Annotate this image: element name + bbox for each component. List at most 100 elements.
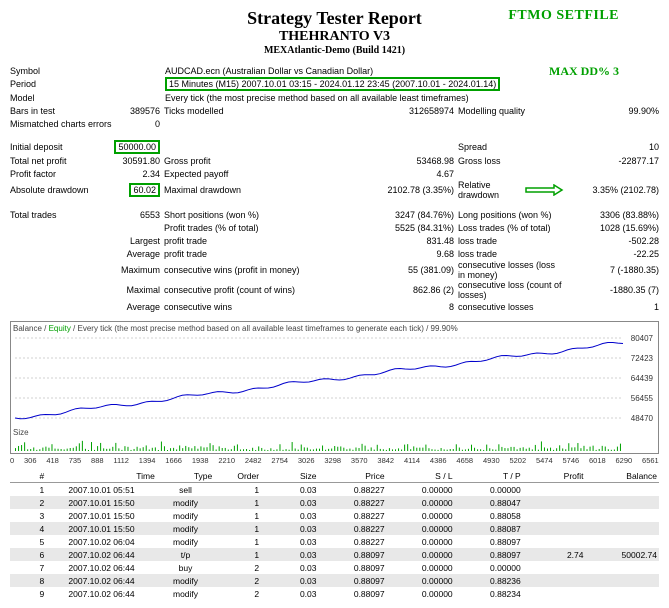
grossloss-label: Gross loss [458, 156, 564, 166]
cprofit-label: consecutive profit (count of wins) [164, 285, 344, 295]
bars-label: Bars in test [10, 106, 95, 116]
table-row: 32007.10.01 15:50modify10.030.882270.000… [10, 509, 659, 522]
col-header: Profit [523, 469, 586, 483]
col-header: Balance [586, 469, 660, 483]
max-label: Maximum [95, 265, 164, 275]
col-header: Price [319, 469, 387, 483]
grossprofit-value: 53468.98 [344, 156, 458, 166]
basic-info: Symbol AUDCAD.ecn (Australian Dollar vs … [10, 64, 659, 130]
col-header: Order [214, 469, 261, 483]
maximal-label: Maximal [95, 285, 164, 295]
table-row: 12007.10.01 05:51sell10.030.882270.00000… [10, 483, 659, 497]
server-info: MEXAtlantic-Demo (Build 1421) [10, 45, 659, 56]
ep-value: 4.67 [344, 169, 458, 179]
average-label: Average [95, 249, 164, 259]
chart-x-axis: 0306418735888111213941666193822102482275… [10, 456, 659, 465]
ltrades-value: 1028 (15.69%) [564, 223, 659, 233]
lloss-value: -502.28 [564, 236, 659, 246]
aloss-label: loss trade [458, 249, 564, 259]
pf-label: Profit factor [10, 169, 95, 179]
chart-legend: Balance / Equity / Every tick (the most … [13, 324, 656, 333]
quality-label: Modelling quality [458, 106, 564, 116]
trades-value: 6553 [95, 210, 164, 220]
chart-rest: / Every tick (the most precise method ba… [71, 324, 458, 333]
ticks-value: 312658974 [344, 106, 458, 116]
symbol-label: Symbol [10, 66, 95, 76]
model-value: Every tick (the most precise method base… [95, 93, 659, 103]
strategy-name: THEHRANTO V3 [10, 29, 659, 45]
pf-value: 2.34 [95, 169, 164, 179]
size-bars [13, 437, 658, 451]
reldd-label: Relative drawdown [458, 180, 506, 200]
cploss-value: -1880.35 (7) [564, 285, 659, 295]
avg-label: Average [95, 302, 164, 312]
ftmo-badge: FTMO SETFILE [508, 8, 619, 24]
deposit-label: Initial deposit [10, 142, 95, 152]
deposit-box: 50000.00 [95, 140, 164, 154]
col-header: # [10, 469, 46, 483]
col-header: Size [261, 469, 318, 483]
svg-text:72423: 72423 [631, 354, 654, 363]
maxdd-value: 2102.78 (3.35%) [344, 185, 458, 195]
table-body: 12007.10.01 05:51sell10.030.882270.00000… [10, 483, 659, 601]
balance-chart: Balance / Equity / Every tick (the most … [10, 321, 659, 454]
cwins-value: 55 (381.09) [344, 265, 458, 275]
lprofit-value: 831.48 [344, 236, 458, 246]
largest-label: Largest [95, 236, 164, 246]
long-label: Long positions (won %) [458, 210, 564, 220]
period-value: 15 Minutes (M15) 2007.10.01 03:15 - 2024… [165, 77, 500, 91]
col-header: Type [157, 469, 214, 483]
lprofit-label: profit trade [164, 236, 344, 246]
acwins-label: consecutive wins [164, 302, 344, 312]
equity-word: Equity [49, 324, 71, 333]
svg-text:64439: 64439 [631, 374, 654, 383]
lloss-label: loss trade [458, 236, 564, 246]
balance-word: Balance [13, 324, 42, 333]
mismatch-value: 0 [130, 119, 164, 129]
absdd-value: 60.02 [129, 183, 160, 197]
trades-label: Total trades [10, 210, 95, 220]
grossloss-value: -22877.17 [564, 156, 659, 166]
short-value: 3247 (84.76%) [344, 210, 458, 220]
closs-value: 7 (-1880.35) [564, 265, 659, 275]
aprofit-label: profit trade [164, 249, 344, 259]
quality-value: 99.90% [564, 106, 659, 116]
ticks-label: Ticks modelled [164, 106, 344, 116]
table-row: 42007.10.01 15:50modify10.030.882270.000… [10, 522, 659, 535]
absdd-box: 60.02 [95, 183, 164, 197]
table-row: 62007.10.02 06:44t/p10.030.880970.000000… [10, 548, 659, 561]
maxdd-badge: MAX DD% 3 [549, 64, 619, 79]
mismatch-label: Mismatched charts errors [10, 119, 130, 129]
short-label: Short positions (won %) [164, 210, 344, 220]
netprofit-label: Total net profit [10, 156, 95, 166]
table-row: 22007.10.01 15:50modify10.030.882270.000… [10, 496, 659, 509]
svg-text:80407: 80407 [631, 334, 654, 343]
period-label: Period [10, 79, 95, 89]
cploss-label: consecutive loss (count of losses) [458, 280, 564, 300]
grossprofit-label: Gross profit [164, 156, 344, 166]
reldd-value: 3.35% (2102.78) [564, 185, 659, 195]
cprofit-value: 862.86 (2) [344, 285, 458, 295]
ptrades-label: Profit trades (% of total) [164, 223, 344, 233]
aprofit-value: 9.68 [344, 249, 458, 259]
svg-text:48470: 48470 [631, 414, 654, 423]
netprofit-value: 30591.80 [95, 156, 164, 166]
col-header: Time [46, 469, 157, 483]
model-label: Model [10, 93, 95, 103]
ep-label: Expected payoff [164, 169, 344, 179]
table-row: 82007.10.02 06:44modify20.030.880970.000… [10, 574, 659, 587]
arrow-icon [524, 184, 564, 196]
header: Strategy Tester Report THEHRANTO V3 MEXA… [10, 8, 659, 56]
acloss-value: 1 [564, 302, 659, 312]
closs-label: consecutive losses (loss in money) [458, 260, 564, 280]
ptrades-value: 5525 (84.31%) [344, 223, 458, 233]
stats-block: Initial deposit 50000.00 Spread 10 Total… [10, 140, 659, 313]
ltrades-label: Loss trades (% of total) [458, 223, 564, 233]
acloss-label: consecutive losses [458, 302, 564, 312]
period-box: 15 Minutes (M15) 2007.10.01 03:15 - 2024… [95, 77, 659, 91]
table-row: 92007.10.02 06:44modify20.030.880970.000… [10, 587, 659, 600]
bars-value: 389576 [95, 106, 164, 116]
spread-label: Spread [458, 142, 564, 152]
spread-value: 10 [564, 142, 659, 152]
aloss-value: -22.25 [564, 249, 659, 259]
